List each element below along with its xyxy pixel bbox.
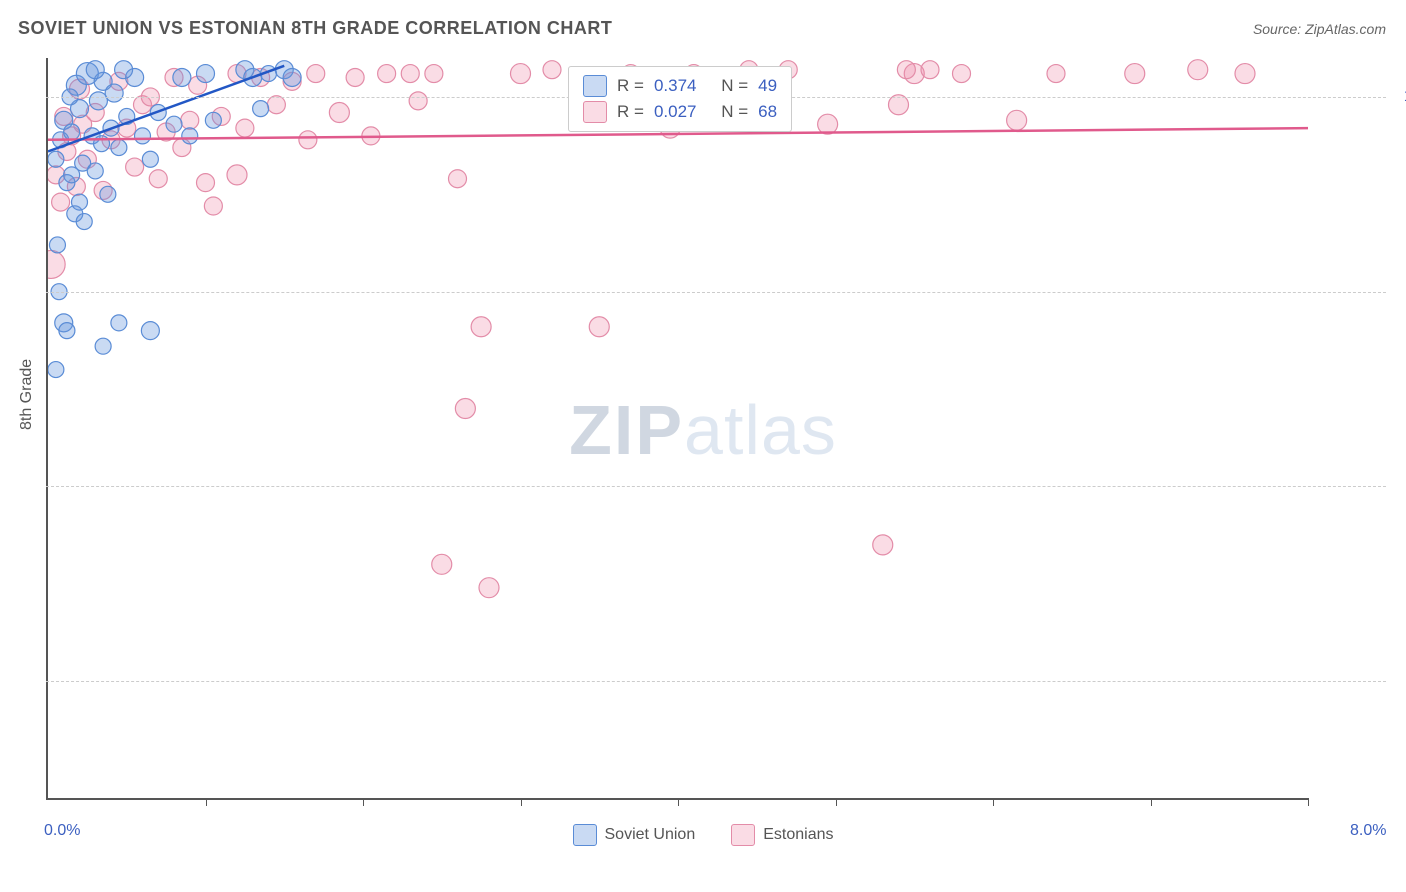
data-point [166,116,182,132]
data-point [64,124,80,140]
source-label: Source: ZipAtlas.com [1253,21,1386,37]
data-point [449,170,467,188]
scatter-plot [48,58,1308,798]
swatch-pink [583,101,607,123]
data-point [953,65,971,83]
chart-area: 85.0%90.0%95.0%100.0% [46,58,1386,798]
data-point [299,131,317,149]
y-axis-label: 8th Grade [18,359,36,430]
data-point [818,114,838,134]
data-point [409,92,427,110]
data-point [307,65,325,83]
data-point [197,65,215,83]
legend-correlation: R = 0.374 N = 49 R = 0.027 N = 68 [568,66,792,132]
data-point [378,65,396,83]
chart-title: SOVIET UNION VS ESTONIAN 8TH GRADE CORRE… [18,18,612,39]
swatch-blue [583,75,607,97]
x-tick [1151,798,1152,806]
data-point [1125,64,1145,84]
data-point [141,322,159,340]
data-point [471,317,491,337]
data-point [873,535,893,555]
r-label: R = [617,102,644,122]
data-point [95,338,111,354]
r-value-1: 0.374 [654,76,697,96]
data-point [455,399,475,419]
data-point [48,250,65,278]
data-point [149,170,167,188]
data-point [48,151,64,167]
x-tick [993,798,994,806]
data-point [105,84,123,102]
x-tick [521,798,522,806]
data-point [72,194,88,210]
data-point [111,315,127,331]
swatch-blue-icon [573,824,597,846]
x-tick [1308,798,1309,806]
grid-line [46,486,1386,487]
data-point [205,112,221,128]
data-point [511,64,531,84]
data-point [48,362,64,378]
legend-label-1: Soviet Union [605,826,696,844]
data-point [181,111,199,129]
data-point [115,61,133,79]
grid-line [46,681,1386,682]
data-point [401,65,419,83]
data-point [126,158,144,176]
n-value-2: 68 [758,102,777,122]
data-point [204,197,222,215]
data-point [52,193,70,211]
x-min-label: 0.0% [44,822,80,840]
swatch-pink-icon [731,824,755,846]
data-point [1235,64,1255,84]
data-point [227,165,247,185]
n-label: N = [721,102,748,122]
data-point [135,128,151,144]
data-point [182,128,198,144]
legend-label-2: Estonians [763,826,833,844]
data-point [425,65,443,83]
data-point [1188,60,1208,80]
data-point [173,68,191,86]
x-tick [206,798,207,806]
data-point [64,167,80,183]
legend-series: Soviet Union Estonians [0,824,1406,846]
data-point [267,96,285,114]
data-point [76,214,92,230]
data-point [59,323,75,339]
r-label: R = [617,76,644,96]
data-point [100,186,116,202]
data-point [897,61,915,79]
data-point [432,554,452,574]
data-point [329,103,349,123]
r-value-2: 0.027 [654,102,697,122]
data-point [49,237,65,253]
data-point [346,68,364,86]
data-point [921,61,939,79]
data-point [283,68,301,86]
x-tick [678,798,679,806]
data-point [87,163,103,179]
data-point [253,101,269,117]
x-tick [363,798,364,806]
x-tick [836,798,837,806]
data-point [479,578,499,598]
data-point [543,61,561,79]
n-value-1: 49 [758,76,777,96]
x-max-label: 8.0% [1350,822,1386,840]
data-point [86,61,104,79]
n-label: N = [721,76,748,96]
data-point [111,140,127,156]
data-point [142,151,158,167]
grid-line [46,292,1386,293]
data-point [1047,65,1065,83]
plot-box [46,58,1308,800]
data-point [197,174,215,192]
data-point [1007,110,1027,130]
data-point [589,317,609,337]
data-point [236,119,254,137]
